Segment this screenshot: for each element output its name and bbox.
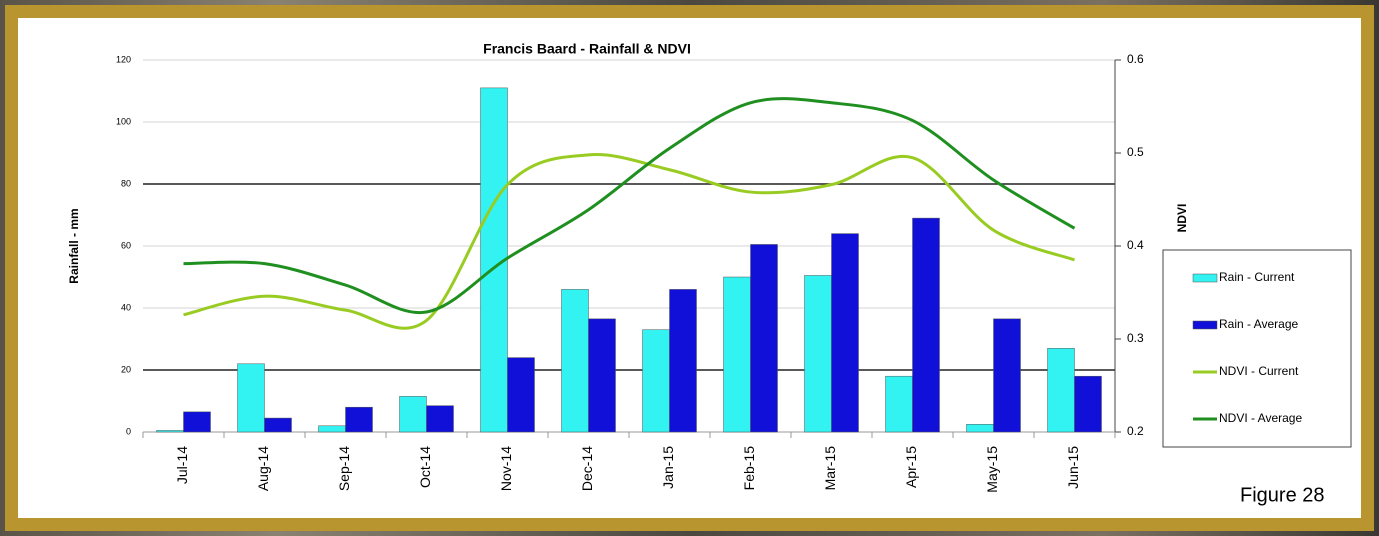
y-tick-label: 40 xyxy=(121,302,131,312)
bar xyxy=(183,411,211,433)
bar xyxy=(1047,348,1075,433)
bar xyxy=(831,233,859,433)
legend-label: Rain - Average xyxy=(1219,317,1298,331)
y-axis-title: Rainfall - mm xyxy=(67,208,81,283)
x-tick-label: Jan-15 xyxy=(660,446,676,489)
bar xyxy=(264,417,292,433)
bar xyxy=(1074,375,1102,433)
y-tick-label: 120 xyxy=(116,54,131,64)
x-tick-label: Nov-14 xyxy=(498,446,514,491)
x-tick-label: Mar-15 xyxy=(822,446,838,491)
legend-swatch xyxy=(1192,273,1218,283)
legend-label: Rain - Current xyxy=(1219,270,1295,284)
bar xyxy=(885,375,913,433)
y2-tick-label: 0.5 xyxy=(1127,145,1144,159)
y2-tick-label: 0.4 xyxy=(1127,238,1144,252)
bar xyxy=(507,357,535,433)
x-tick-label: Jun-15 xyxy=(1065,446,1081,489)
bar xyxy=(237,363,265,433)
y-tick-label: 20 xyxy=(121,364,131,374)
y-tick-label: 0 xyxy=(126,426,131,436)
x-tick-label: Oct-14 xyxy=(417,446,433,488)
y-tick-label: 100 xyxy=(116,116,131,126)
line xyxy=(183,97,1076,315)
bar xyxy=(804,275,832,433)
y2-tick-label: 0.2 xyxy=(1127,424,1144,438)
bar xyxy=(642,329,670,433)
bar xyxy=(345,406,373,433)
x-tick-label: Feb-15 xyxy=(741,446,757,491)
bar xyxy=(723,276,751,433)
y2-tick-label: 0.3 xyxy=(1127,331,1144,345)
y-tick-label: 80 xyxy=(121,178,131,188)
chart-background xyxy=(18,18,1361,518)
chart-title: Francis Baard - Rainfall & NDVI xyxy=(483,41,691,57)
line xyxy=(183,153,1076,330)
x-tick-label: Aug-14 xyxy=(255,446,271,491)
annotation: Figure 28 xyxy=(1240,484,1325,506)
bar xyxy=(912,217,940,433)
legend-box xyxy=(1162,249,1352,448)
bar xyxy=(156,430,184,433)
bar xyxy=(426,405,454,433)
x-tick-label: Dec-14 xyxy=(579,446,595,491)
x-tick-label: Apr-15 xyxy=(903,446,919,488)
bar xyxy=(318,425,346,433)
bar xyxy=(993,318,1021,433)
x-tick-label: Sep-14 xyxy=(336,446,352,491)
bar xyxy=(588,318,616,433)
y2-axis-title: NDVI xyxy=(1175,204,1189,233)
bar xyxy=(669,289,697,433)
bar xyxy=(750,244,778,433)
y-tick-label: 60 xyxy=(121,240,131,250)
x-tick-label: May-15 xyxy=(984,446,1000,493)
legend-label: NDVI - Current xyxy=(1219,364,1299,378)
y2-tick-label: 0.6 xyxy=(1127,52,1144,66)
bar xyxy=(561,289,589,433)
x-tick-label: Jul-14 xyxy=(174,446,190,484)
bar xyxy=(966,424,994,433)
bar xyxy=(399,396,427,433)
legend-label: NDVI - Average xyxy=(1219,411,1302,425)
legend-swatch xyxy=(1192,320,1218,330)
